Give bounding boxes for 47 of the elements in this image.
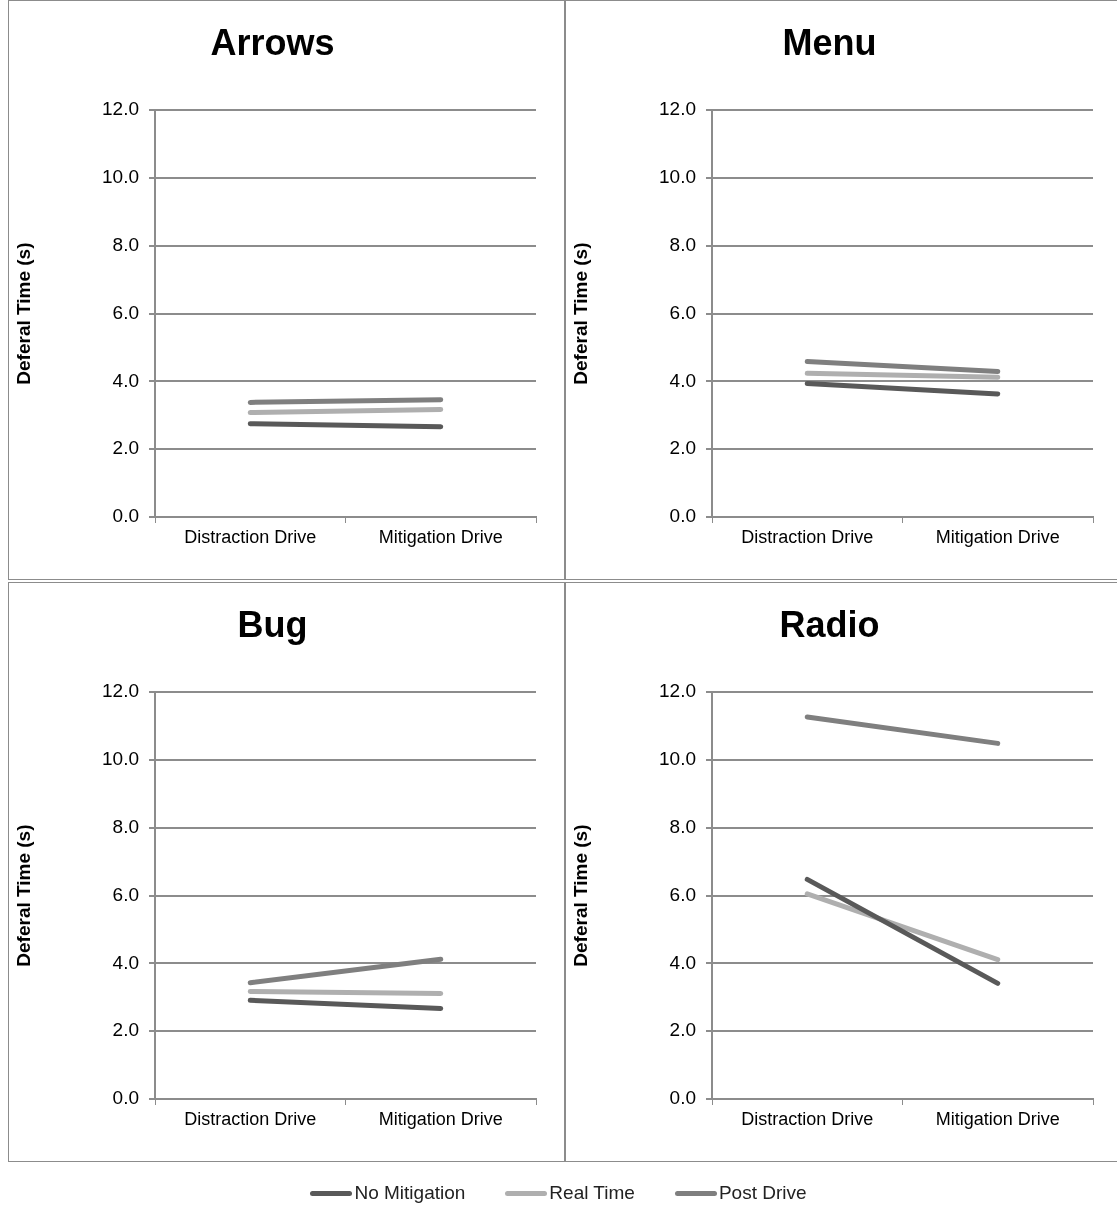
y-tick-label: 12.0 — [659, 98, 696, 120]
y-tick-label: 8.0 — [112, 816, 139, 838]
y-tick-label: 8.0 — [669, 234, 696, 256]
x-tick-label: Mitigation Drive — [378, 526, 503, 547]
x-tick-label: Mitigation Drive — [935, 1108, 1060, 1129]
y-axis-title: Deferal Time (s) — [569, 824, 591, 967]
y-tick-label: 6.0 — [669, 301, 696, 323]
y-tick-label: 12.0 — [102, 98, 139, 120]
y-tick-label: 0.0 — [112, 1087, 139, 1109]
legend-label: Post Drive — [718, 1182, 807, 1204]
x-tick-label: Mitigation Drive — [935, 526, 1060, 547]
y-tick-label: 10.0 — [102, 166, 139, 188]
y-tick-label: 6.0 — [669, 883, 696, 905]
x-tick-label: Mitigation Drive — [378, 1108, 503, 1129]
y-tick-label: 8.0 — [669, 816, 696, 838]
y-tick-label: 4.0 — [669, 369, 696, 391]
y-tick-label: 0.0 — [669, 1087, 696, 1109]
x-tick-label: Distraction Drive — [741, 526, 874, 547]
x-tick-label: Distraction Drive — [184, 526, 317, 547]
x-tick-label: Distraction Drive — [184, 1108, 317, 1129]
x-tick-label: Distraction Drive — [741, 1108, 874, 1129]
chart-title: Arrows — [210, 21, 335, 63]
y-tick-label: 10.0 — [659, 166, 696, 188]
y-axis-title: Deferal Time (s) — [12, 824, 34, 967]
y-tick-label: 2.0 — [112, 437, 139, 459]
chart-title: Menu — [782, 21, 877, 63]
y-tick-label: 2.0 — [669, 437, 696, 459]
y-tick-label: 6.0 — [112, 883, 139, 905]
y-tick-label: 10.0 — [659, 748, 696, 770]
y-tick-label: 12.0 — [102, 680, 139, 702]
chart-title: Radio — [779, 603, 880, 645]
y-tick-label: 2.0 — [669, 1019, 696, 1041]
y-tick-label: 8.0 — [112, 234, 139, 256]
y-tick-label: 6.0 — [112, 301, 139, 323]
y-axis-title: Deferal Time (s) — [569, 242, 591, 385]
y-axis-title: Deferal Time (s) — [12, 242, 34, 385]
legend-label: No Mitigation — [354, 1182, 466, 1204]
y-tick-label: 4.0 — [112, 369, 139, 391]
y-tick-label: 0.0 — [669, 505, 696, 527]
y-tick-label: 10.0 — [102, 748, 139, 770]
y-tick-label: 2.0 — [112, 1019, 139, 1041]
y-tick-label: 4.0 — [112, 951, 139, 973]
y-tick-label: 4.0 — [669, 951, 696, 973]
chart-title: Bug — [237, 603, 308, 645]
legend-label: Real Time — [549, 1182, 635, 1204]
y-tick-label: 12.0 — [659, 680, 696, 702]
y-tick-label: 0.0 — [112, 505, 139, 527]
